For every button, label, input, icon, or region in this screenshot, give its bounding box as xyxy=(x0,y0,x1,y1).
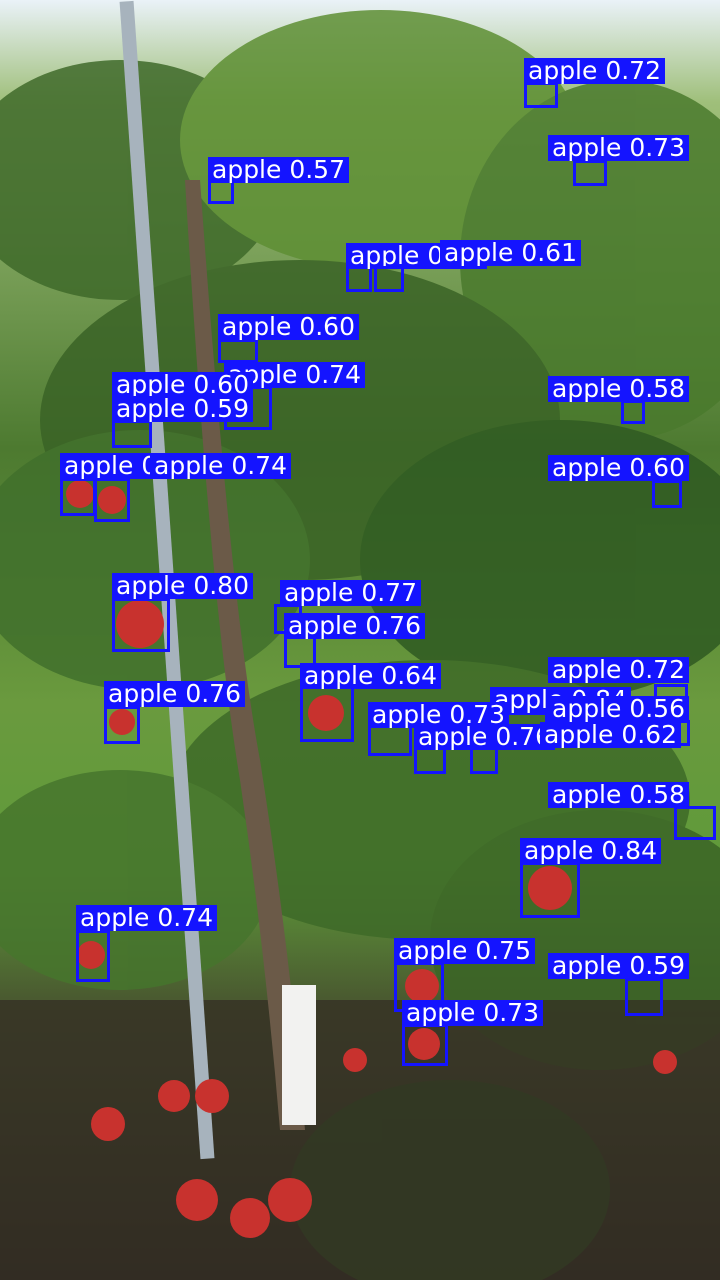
detection-box xyxy=(674,806,716,840)
detection-box xyxy=(300,686,354,742)
detection-label: apple 0.59 xyxy=(548,953,689,979)
detection-box xyxy=(520,862,580,918)
detection-box xyxy=(621,400,645,424)
detection-box xyxy=(112,420,152,448)
detection-box xyxy=(218,339,258,363)
detection-label: apple 0.60 xyxy=(548,455,689,481)
detection-label: apple 0.60 xyxy=(218,314,359,340)
detection-label: apple 0.59 xyxy=(112,396,253,422)
detection-label: apple 0.58 xyxy=(548,782,689,808)
detection-label: apple 0.56 xyxy=(548,696,689,722)
detection-box xyxy=(104,706,140,744)
detection-label: apple 0.73 xyxy=(548,135,689,161)
detection-label: apple 0.72 xyxy=(524,58,665,84)
detection-box xyxy=(402,1024,448,1066)
detection-label: apple 0.77 xyxy=(280,580,421,606)
detection-label: apple 0.74 xyxy=(150,453,291,479)
detection-label: apple 0.84 xyxy=(520,838,661,864)
detection-label: apple 0.75 xyxy=(394,938,535,964)
detection-box xyxy=(524,82,558,108)
ground xyxy=(0,1000,720,1280)
detection-label: apple 0.73 xyxy=(402,1000,543,1026)
detection-label: apple 0.62 xyxy=(540,722,681,748)
detection-label: apple 0.73 xyxy=(368,702,509,728)
detection-label: apple 0.76 xyxy=(414,724,555,750)
detection-label: apple 0.72 xyxy=(548,657,689,683)
trunk-guard xyxy=(282,985,316,1125)
detection-label: apple 0.58 xyxy=(548,376,689,402)
detection-label: apple 0.61 xyxy=(440,240,581,266)
detection-box xyxy=(374,266,404,292)
detection-label: apple 0.60 xyxy=(112,372,253,398)
detection-label: apple 0.57 xyxy=(208,157,349,183)
detection-label: apple 0.64 xyxy=(300,663,441,689)
detection-box xyxy=(470,746,498,774)
detection-box xyxy=(94,478,130,522)
detection-box xyxy=(60,478,96,516)
detection-box xyxy=(76,930,110,982)
detection-box xyxy=(573,160,607,186)
detection-label: apple 0.76 xyxy=(104,681,245,707)
detection-label: apple 0.80 xyxy=(112,573,253,599)
fallen-apples xyxy=(91,1048,677,1238)
detection-label: apple 0.74 xyxy=(76,905,217,931)
detection-box xyxy=(652,480,682,508)
detection-box xyxy=(112,598,170,652)
detection-box xyxy=(625,978,663,1016)
detection-label: apple 0.76 xyxy=(284,613,425,639)
tree-apples xyxy=(66,480,572,1060)
